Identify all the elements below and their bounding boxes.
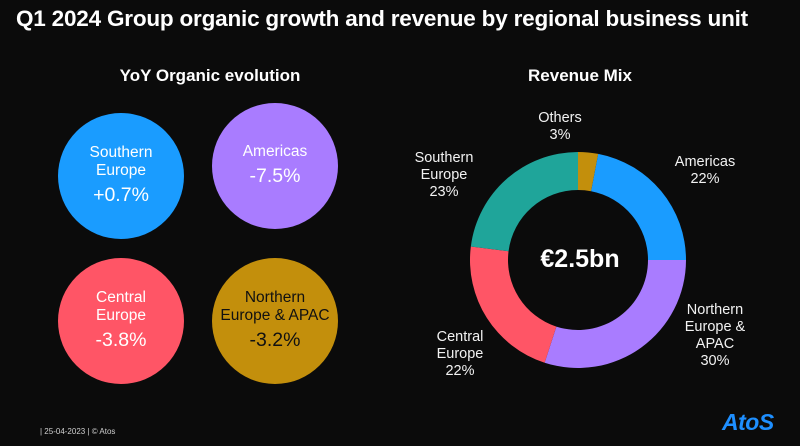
slice-label-pct: 22% bbox=[445, 363, 475, 379]
slice-label-name: Northern bbox=[686, 302, 744, 318]
bubble-value: -3.2% bbox=[249, 329, 301, 351]
bubble-name: Europe & APAC bbox=[220, 307, 330, 324]
donut-label-americas: Americas 22% bbox=[660, 154, 750, 188]
donut-center-total: €2.5bn bbox=[540, 245, 620, 273]
slice-southern-europe bbox=[470, 152, 578, 252]
slice-label-name: APAC bbox=[695, 336, 735, 352]
slice-label-name: Europe bbox=[420, 167, 468, 183]
slice-label-name: Europe bbox=[436, 346, 484, 362]
slice-label-name: Others bbox=[538, 110, 582, 126]
bubble-central-europe: Central Europe -3.8% bbox=[58, 258, 184, 384]
bubble-name: Europe bbox=[96, 162, 146, 179]
slice-label-pct: 22% bbox=[690, 171, 720, 187]
bubble-americas: Americas -7.5% bbox=[212, 103, 338, 229]
slice-northern-europe-apac bbox=[544, 260, 686, 369]
slice-others bbox=[578, 152, 599, 192]
slice-label-name: Europe & bbox=[684, 319, 746, 335]
slice-label-pct: 3% bbox=[549, 127, 571, 143]
slice-americas bbox=[591, 153, 686, 260]
organic-evolution-title: YoY Organic evolution bbox=[119, 66, 301, 85]
atos-logo: AtoS bbox=[722, 409, 774, 435]
bubble-name: Central bbox=[96, 289, 146, 306]
bubble-name: Europe bbox=[96, 307, 146, 324]
bubble-value: -7.5% bbox=[249, 165, 301, 187]
slice-label-pct: 23% bbox=[429, 184, 459, 200]
donut-label-southern-europe: Southern Europe 23% bbox=[402, 150, 486, 201]
bubble-southern-europe: Southern Europe +0.7% bbox=[58, 113, 184, 239]
revenue-mix-title: Revenue Mix bbox=[528, 66, 632, 85]
bubble-name: Southern bbox=[89, 144, 153, 161]
page-title: Q1 2024 Group organic growth and revenue… bbox=[16, 6, 748, 31]
donut-label-central-europe: Central Europe 22% bbox=[420, 329, 500, 380]
bubble-northern-europe-apac: Northern Europe & APAC -3.2% bbox=[212, 258, 338, 384]
bubble-value: +0.7% bbox=[93, 184, 149, 206]
donut-label-northern-europe-apac: Northern Europe & APAC 30% bbox=[672, 302, 758, 370]
bubble-name: Americas bbox=[242, 143, 308, 160]
bubble-value: -3.8% bbox=[95, 329, 147, 351]
slice-label-name: Southern bbox=[414, 150, 474, 166]
footer-date: | 25-04-2023 | © Atos bbox=[40, 427, 116, 436]
slice-label-pct: 30% bbox=[700, 353, 730, 369]
slice-central-europe bbox=[470, 246, 557, 363]
bubble-name: Northern bbox=[244, 289, 306, 306]
slice-label-name: Americas bbox=[674, 154, 736, 170]
donut-label-others: Others 3% bbox=[522, 110, 598, 144]
slice-label-name: Central bbox=[436, 329, 484, 345]
